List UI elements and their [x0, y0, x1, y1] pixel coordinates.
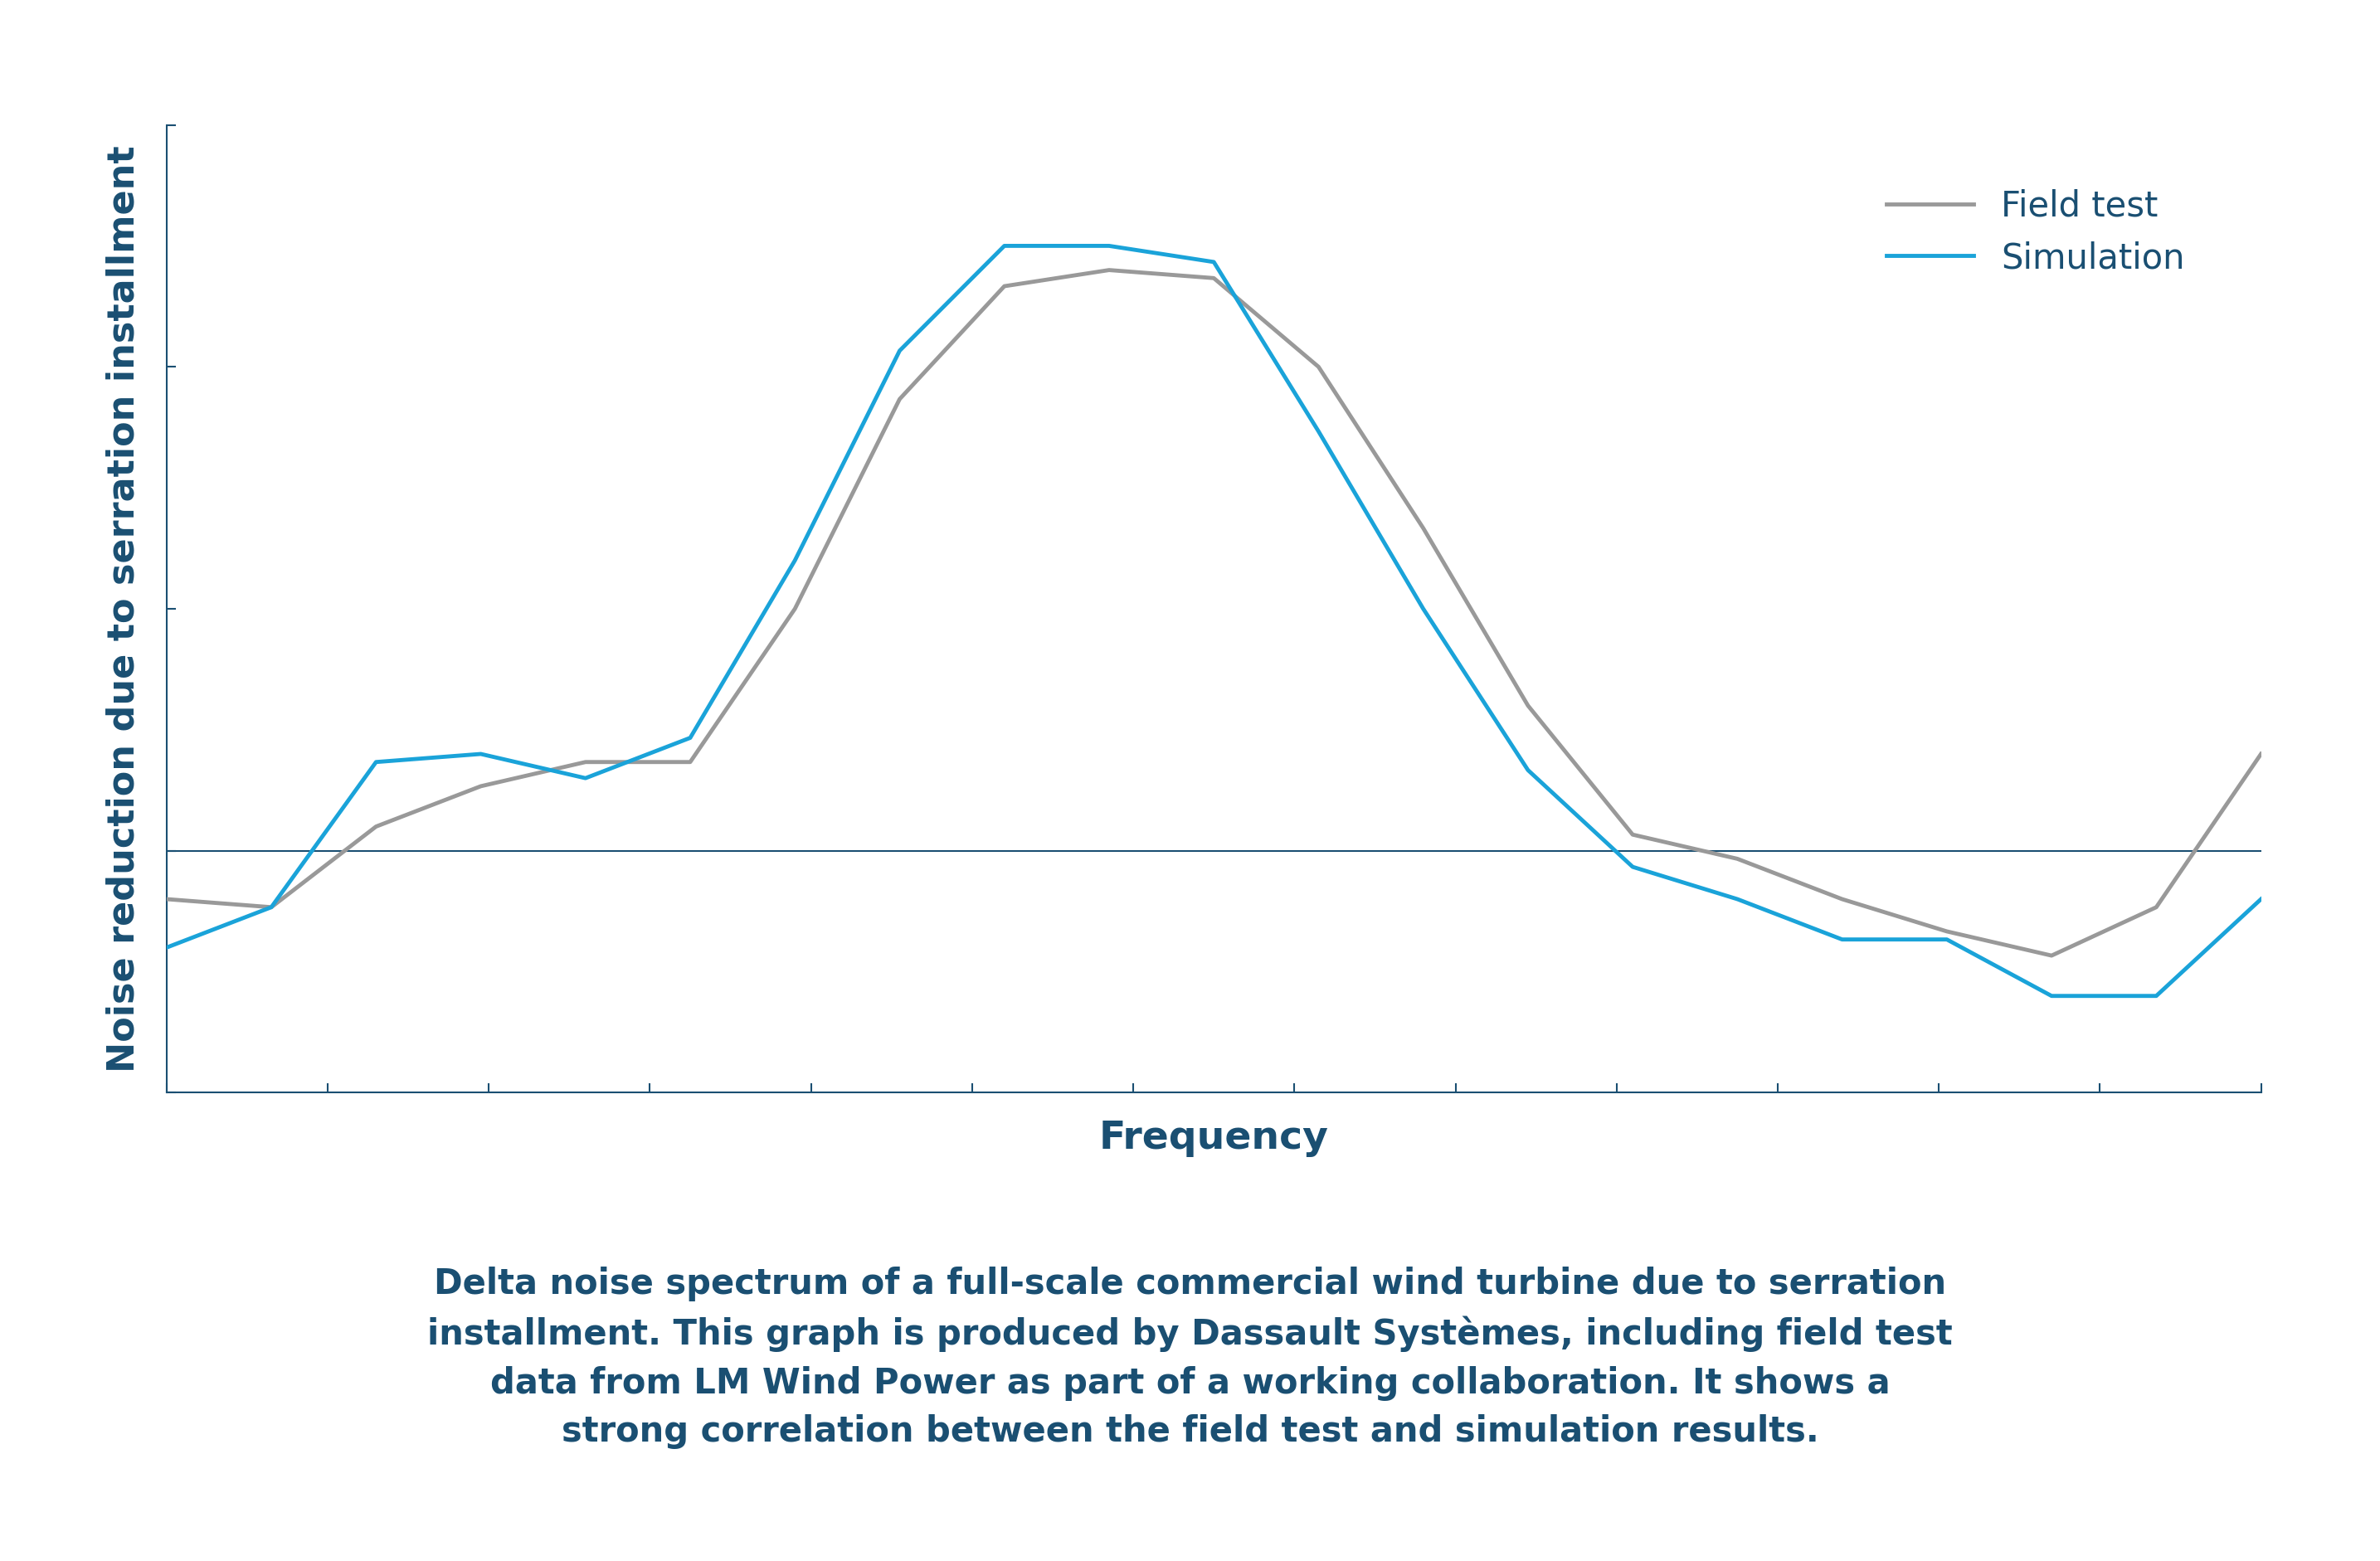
Y-axis label: Noise reduction due to serration installment: Noise reduction due to serration install… — [107, 145, 143, 1072]
X-axis label: Frequency: Frequency — [1100, 1119, 1328, 1157]
Legend: Field test, Simulation: Field test, Simulation — [1868, 172, 2202, 293]
Text: Delta noise spectrum of a full-scale commercial wind turbine due to serration
in: Delta noise spectrum of a full-scale com… — [428, 1268, 1952, 1449]
